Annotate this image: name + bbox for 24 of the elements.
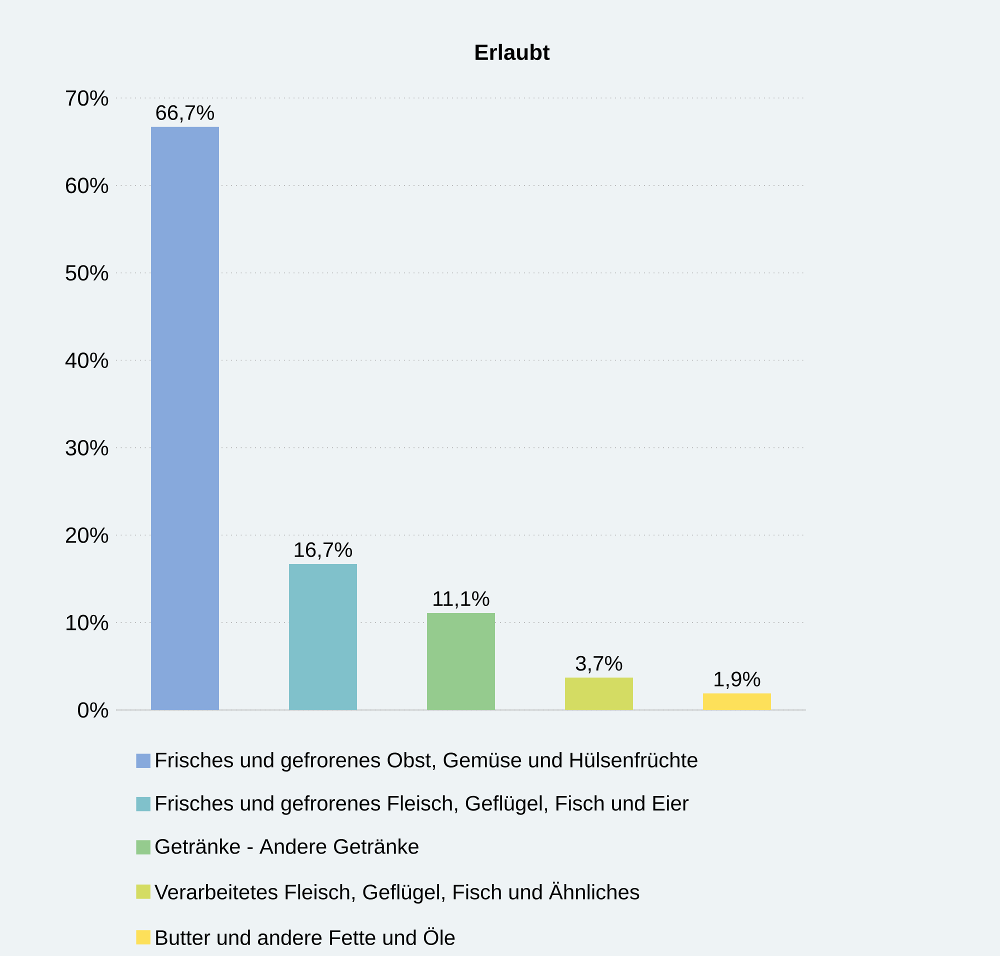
- y-tick-label: 70%: [66, 90, 108, 106]
- bar: [151, 126, 219, 710]
- data-label: 1,9%: [714, 672, 760, 689]
- bar: [565, 678, 633, 710]
- legend-label: Frisches und gefrorenes Obst, Gemüse und Hülsenfrüchte: [156, 752, 698, 772]
- y-tick-label: 10%: [66, 614, 108, 630]
- legend-label: Getränke - Andere Getränke: [156, 838, 418, 854]
- y-tick-label: 50%: [66, 265, 108, 281]
- data-label: 16,7%: [294, 542, 352, 560]
- bar: [289, 564, 357, 710]
- y-tick-label: 30%: [66, 440, 108, 456]
- y-tick-label: 20%: [66, 527, 108, 543]
- data-label: 66,7%: [156, 105, 214, 122]
- bar: [702, 693, 771, 710]
- data-label: 11,1%: [434, 591, 490, 609]
- legend-label: Frisches und gefrorenes Fleisch, Geflügel, Fisch und Eier: [156, 795, 689, 815]
- data-label: 3,7%: [576, 656, 622, 674]
- legend-label: Verarbeitetes Fleisch, Geflügel, Fisch und Ähnliches: [154, 882, 640, 904]
- y-tick-label: 60%: [66, 178, 108, 194]
- y-tick-label: 40%: [65, 352, 108, 368]
- legend-label: Butter und andere Fette und Öle: [156, 927, 455, 946]
- bar: [427, 612, 495, 710]
- y-tick-label: 0%: [78, 702, 108, 718]
- chart-title: Erlaubt: [476, 44, 550, 60]
